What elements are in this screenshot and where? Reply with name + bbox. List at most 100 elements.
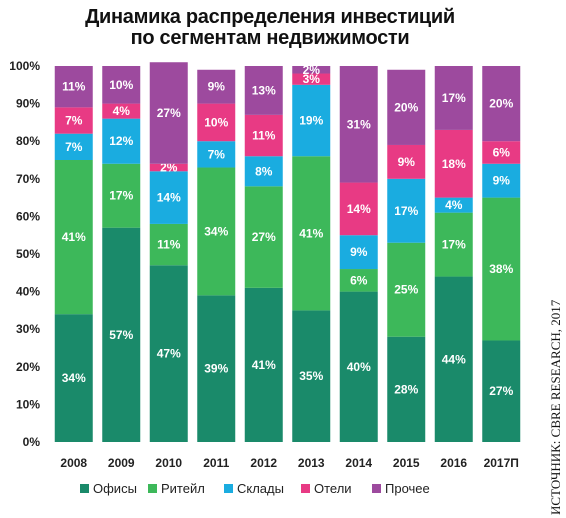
y-tick-label: 10% (16, 397, 40, 411)
data-label: 17% (394, 204, 418, 218)
data-label: 8% (255, 164, 273, 178)
data-label: 4% (113, 104, 131, 118)
data-label: 19% (299, 114, 323, 128)
data-label: 14% (157, 191, 181, 205)
data-label: 9% (398, 155, 416, 169)
data-label: 27% (252, 230, 276, 244)
bar-segment (102, 118, 141, 164)
bar-segment (54, 66, 93, 108)
data-label: 2% (303, 63, 321, 77)
data-label: 13% (252, 83, 276, 97)
data-label: 41% (252, 358, 276, 372)
bar-segment (482, 66, 521, 142)
y-tick-label: 50% (16, 247, 40, 261)
bar-segment (149, 163, 188, 172)
bar-segment (197, 167, 236, 296)
data-label: 7% (65, 114, 83, 128)
data-label: 44% (442, 352, 466, 366)
data-label: 7% (65, 140, 83, 154)
data-label: 41% (299, 226, 323, 240)
data-label: 7% (208, 147, 226, 161)
bar-segment (482, 340, 521, 442)
bar-segment (387, 242, 426, 337)
legend-label: Прочее (385, 481, 430, 496)
data-label: 17% (109, 189, 133, 203)
data-label: 27% (157, 106, 181, 120)
data-label: 9% (350, 245, 368, 259)
x-tick-label: 2008 (60, 456, 87, 470)
data-label: 41% (62, 230, 86, 244)
data-label: 10% (204, 115, 228, 129)
bar-segment (387, 336, 426, 442)
bar-segment (197, 141, 236, 168)
data-label: 57% (109, 328, 133, 342)
bar-segment (482, 141, 521, 164)
bar-segment (292, 73, 331, 85)
bar-segment (434, 197, 473, 213)
data-label: 20% (394, 100, 418, 114)
bar-segment (102, 103, 141, 119)
y-tick-label: 0% (23, 435, 41, 449)
bar-segment (339, 66, 378, 183)
y-tick-label: 30% (16, 322, 40, 336)
bar-segment (54, 107, 93, 134)
bar-segment (434, 66, 473, 130)
data-label: 11% (62, 80, 86, 94)
bar-segment (292, 66, 331, 74)
legend-label: Офисы (93, 481, 137, 496)
bar-segment (149, 62, 188, 164)
data-label: 3% (303, 72, 321, 86)
bar-segment (292, 310, 331, 442)
data-label: 6% (493, 145, 511, 159)
y-tick-label: 20% (16, 360, 40, 374)
bar-segment (434, 129, 473, 198)
x-tick-label: 2010 (155, 456, 182, 470)
data-label: 4% (445, 198, 463, 212)
bar-segment (244, 287, 283, 442)
y-tick-label: 60% (16, 209, 40, 223)
legend-swatch (148, 484, 157, 493)
legend-swatch (301, 484, 310, 493)
data-label: 11% (157, 238, 181, 252)
data-label: 17% (442, 238, 466, 252)
bar-segment (339, 182, 378, 236)
bar-segment (482, 163, 521, 198)
legend-swatch (372, 484, 381, 493)
y-tick-label: 80% (16, 134, 40, 148)
chart-title-line-1: Динамика распределения инвестиций (85, 6, 455, 28)
y-tick-label: 100% (9, 59, 40, 73)
data-label: 12% (109, 134, 133, 148)
bar-segment (292, 84, 331, 157)
data-label: 34% (62, 371, 86, 385)
bar-segment (244, 114, 283, 157)
bar-segment (149, 265, 188, 442)
bar-segment (244, 186, 283, 288)
bar-segment (387, 178, 426, 243)
data-label: 18% (442, 157, 466, 171)
data-label: 20% (489, 97, 513, 111)
source-note: ИСТОЧНИК: CBRE RESEARCH, 2017 (548, 299, 563, 515)
data-label: 11% (252, 129, 276, 143)
data-label: 6% (350, 273, 368, 287)
bar-segment (197, 103, 236, 142)
data-label: 9% (208, 80, 226, 94)
bar-segment (149, 223, 188, 266)
x-tick-label: 2011 (203, 456, 229, 470)
data-label: 47% (157, 347, 181, 361)
bar-segment (244, 156, 283, 187)
data-label: 39% (204, 362, 228, 376)
x-tick-label: 2016 (440, 456, 467, 470)
legend-swatch (224, 484, 233, 493)
bar-segment (339, 269, 378, 292)
bar-segment (102, 163, 141, 228)
data-label: 9% (493, 174, 511, 188)
legend-label: Ритейл (161, 481, 205, 496)
legend-label: Склады (237, 481, 284, 496)
data-label: 17% (442, 91, 466, 105)
data-label: 34% (204, 224, 228, 238)
y-tick-label: 90% (16, 97, 40, 111)
data-label: 31% (347, 117, 371, 131)
bar-segment (339, 235, 378, 270)
